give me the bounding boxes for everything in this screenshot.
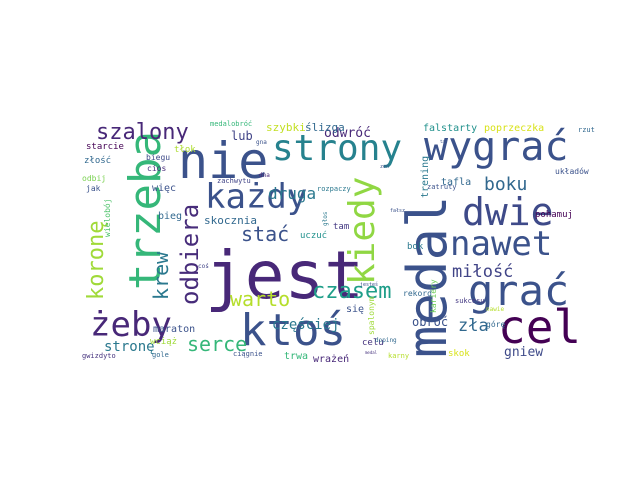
cloud-word: gniew bbox=[504, 345, 543, 360]
cloud-word: rozpaczy bbox=[317, 185, 351, 193]
cloud-word: trwa bbox=[284, 351, 308, 362]
cloud-word: jesteś bbox=[360, 281, 378, 288]
cloud-word: odbiera bbox=[176, 204, 204, 305]
cloud-word: dwie bbox=[462, 190, 554, 234]
cloud-word: tłok bbox=[174, 145, 196, 155]
cloud-word: każdy bbox=[205, 177, 307, 217]
cloud-word: szybki bbox=[266, 121, 306, 134]
cloud-word: dna bbox=[259, 172, 270, 179]
cloud-word: więc bbox=[152, 183, 176, 194]
cloud-word: rekord bbox=[403, 289, 432, 298]
cloud-word: żeby bbox=[90, 305, 172, 345]
cloud-word: gole bbox=[152, 351, 169, 359]
cloud-word: fałsz bbox=[390, 208, 405, 214]
cloud-word: koronę bbox=[84, 221, 109, 300]
cloud-word: poprzeczka bbox=[484, 123, 544, 134]
cloud-word: jest bbox=[205, 237, 364, 314]
cloud-word: wygrać bbox=[424, 124, 569, 170]
cloud-word: spalonym bbox=[367, 296, 376, 335]
cloud-word: kariery bbox=[429, 279, 438, 313]
cloud-word: wciąż bbox=[150, 337, 177, 347]
cloud-word: gwizdyto bbox=[82, 352, 116, 360]
cloud-word: tafla bbox=[441, 177, 471, 188]
cloud-word: tam bbox=[333, 222, 349, 232]
cloud-word: skok bbox=[448, 349, 470, 359]
cloud-word: cios bbox=[147, 164, 166, 173]
cloud-word: ciągnie bbox=[233, 350, 263, 358]
cloud-word: bieg bbox=[158, 211, 182, 222]
cloud-word: cel bbox=[498, 300, 581, 354]
cloud-word: czasem bbox=[312, 279, 391, 304]
cloud-word: starcie bbox=[86, 142, 124, 152]
cloud-word: zeń bbox=[380, 163, 389, 170]
cloud-word: tak bbox=[440, 139, 448, 144]
cloud-word: się bbox=[346, 304, 364, 315]
cloud-word: coś bbox=[198, 263, 209, 270]
cloud-word: medalobróć bbox=[210, 120, 252, 128]
cloud-word: górę bbox=[486, 319, 505, 329]
cloud-word: kiedy bbox=[342, 177, 383, 285]
cloud-word: bok bbox=[407, 242, 424, 252]
cloud-word: miłość bbox=[452, 262, 513, 282]
cloud-word: trzeba bbox=[120, 131, 171, 290]
cloud-word: stronę bbox=[104, 339, 155, 355]
cloud-word: serce bbox=[187, 332, 247, 356]
cloud-word: sukcesu bbox=[455, 297, 485, 305]
cloud-word: trening bbox=[420, 156, 431, 198]
cloud-word: rzut bbox=[578, 126, 595, 134]
cloud-word: głos bbox=[322, 211, 329, 226]
cloud-word: ślizga bbox=[305, 121, 345, 134]
cloud-word: nie bbox=[178, 132, 268, 190]
cloud-word: medal bbox=[396, 195, 459, 358]
cloud-word: odwróć bbox=[324, 126, 371, 141]
cloud-word: wrażeń bbox=[313, 353, 349, 365]
cloud-word: zatruty bbox=[427, 183, 457, 191]
cloud-word: jak bbox=[86, 184, 101, 193]
cloud-word: grać bbox=[468, 266, 569, 315]
cloud-word: pohamuj bbox=[535, 210, 573, 220]
cloud-word: złość bbox=[84, 155, 111, 166]
cloud-word: zła bbox=[458, 316, 489, 336]
cloud-word: nawet bbox=[450, 224, 552, 264]
cloud-word: stać bbox=[241, 222, 289, 246]
cloud-word: ktoś bbox=[240, 305, 346, 356]
cloud-word: celu bbox=[362, 338, 384, 348]
cloud-word: nawie bbox=[486, 306, 504, 313]
cloud-word: szalony bbox=[96, 120, 189, 145]
cloud-word: skocznia bbox=[204, 214, 257, 227]
cloud-word: boku bbox=[484, 174, 527, 195]
cloud-word: zachwytu bbox=[217, 177, 251, 185]
cloud-word: wielobój bbox=[102, 198, 112, 237]
cloud-word: strony bbox=[272, 128, 402, 169]
cloud-word: uczuć bbox=[300, 230, 327, 241]
cloud-word: medal bbox=[365, 350, 378, 355]
cloud-word: odbij bbox=[82, 174, 106, 183]
cloud-word: krew bbox=[149, 251, 173, 300]
cloud-word: warto bbox=[230, 287, 290, 311]
cloud-word: maraton bbox=[153, 324, 195, 335]
cloud-word: obróć bbox=[412, 315, 448, 329]
cloud-word: lub bbox=[231, 129, 253, 143]
cloud-word: doping bbox=[375, 337, 397, 344]
cloud-word: gna bbox=[256, 139, 267, 146]
cloud-word: częściej bbox=[272, 317, 339, 333]
cloud-word: biegu bbox=[146, 153, 170, 162]
cloud-word: druga bbox=[268, 184, 316, 203]
cloud-word: układów bbox=[555, 166, 589, 176]
cloud-word: karny bbox=[388, 352, 409, 360]
cloud-word: falstarty bbox=[423, 123, 477, 134]
